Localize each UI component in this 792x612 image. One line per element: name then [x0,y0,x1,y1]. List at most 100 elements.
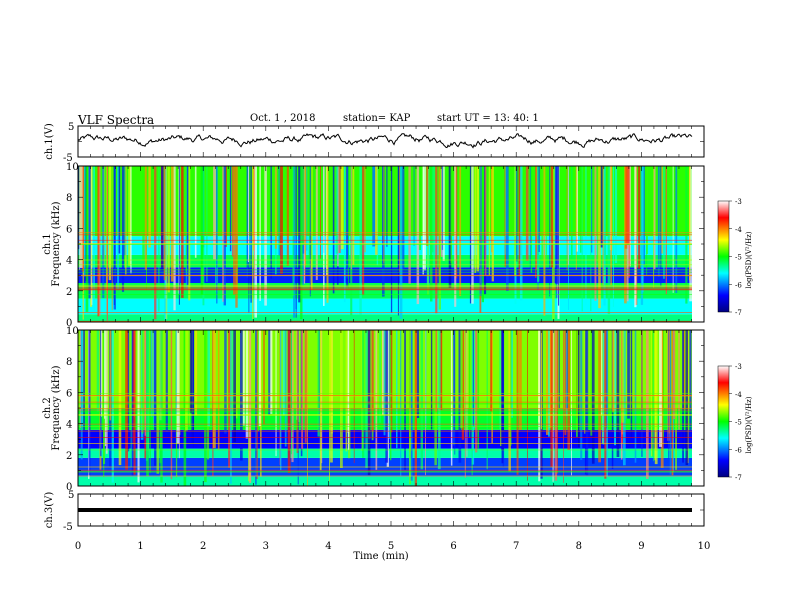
y-tick-label: 8 [66,193,72,204]
spectrogram-streak [626,166,629,245]
spectrogram-streak [149,330,151,473]
spectrogram-streak [332,166,335,294]
spectrogram-streak [453,330,456,446]
spectrogram-streak [576,166,578,252]
spectrogram-streak [567,330,570,450]
spectrogram-streak [346,166,348,279]
spectrogram-streak [144,330,146,436]
spectrogram-streak [441,166,444,250]
spectrogram-streak [301,330,304,449]
spectrogram-streak [585,166,587,305]
spectrogram-streak [233,330,236,443]
spectrogram-streak [499,330,501,429]
spectrogram-streak [435,166,438,314]
spectrogram-streak [233,166,236,295]
spectrogram-streak [298,166,301,303]
spectrogram-streak [130,330,132,468]
spectrogram-streak [108,166,112,281]
x-tick-label: 0 [75,541,81,552]
spectrogram-streak [506,166,509,291]
spectrogram-streak [130,166,132,274]
spectrogram-streak [188,166,191,301]
spectrogram-streak [634,330,637,463]
y-tick-label: 4 [66,256,72,267]
spectrogram-streak [672,166,674,293]
date-label: Oct. 1 , 2018 [250,113,316,124]
spectrogram-streak [304,330,307,443]
spectrogram-streak [348,166,349,289]
y-axis-label: Frequency (kHz) [51,365,62,450]
spectrogram-streak [183,330,187,486]
x-tick-label: 3 [263,541,269,552]
spectrogram-streak [296,330,298,420]
spectrogram-streak [423,166,426,271]
spectrogram-streak [460,330,463,429]
spectrogram-streak [646,330,649,479]
spectrogram-streak [450,330,453,466]
spectrogram-streak [486,330,488,470]
spectrogram-streak [397,166,399,273]
spectrogram-streak [79,166,83,268]
spectrogram-streak [537,166,540,282]
spectrogram-streak [535,166,537,278]
y-tick-label: 0 [66,318,72,329]
spectrogram-streak [202,166,205,306]
spectrogram-streak [448,166,452,288]
x-tick-label: 6 [450,541,456,552]
y-tick-label: 10 [66,162,79,173]
spectrogram-streak [280,330,282,471]
spectrogram-streak [111,166,114,266]
spectrogram-streak [481,166,484,303]
spectrogram-streak [624,166,628,249]
spectrogram-streak [154,330,157,466]
spectrogram-streak [124,166,126,256]
spectrogram-streak [477,330,480,449]
spectrogram-streak [315,166,318,280]
spectrogram-streak [596,166,599,263]
spectrogram-streak [125,166,127,275]
spectrogram-streak [246,166,249,278]
spectrogram-streak [90,166,93,307]
spectrogram-streak [282,330,285,416]
spectrogram-streak [459,166,462,296]
spectrogram-streak [413,166,415,246]
spectrogram-streak [409,330,411,485]
spectrogram-streak [604,330,607,479]
spectrogram-streak [260,330,262,477]
spectrogram-band [78,298,692,315]
spectrogram-streak [399,166,403,319]
spectrogram-streak [181,166,184,298]
spectrogram-streak [309,166,311,297]
colorbar-label: log(PSD)(V²/Hz) [745,396,753,453]
spectrogram-streak [141,330,144,434]
spectrogram-streak [689,166,691,281]
spectrogram-streak [386,166,388,247]
spectrogram-streak [146,330,149,477]
spectrogram-streak [491,166,493,253]
spectrogram-streak [364,166,366,253]
spectrogram-streak [400,330,402,476]
spectrogram-streak [194,330,198,416]
spectrogram-streak [678,330,680,430]
spectrogram-streak [319,330,322,471]
ch1-waveform-line [77,133,693,149]
spectrogram-streak [109,330,112,421]
spectrogram-streak [668,330,670,434]
spectrogram-streak [185,166,187,272]
spectrogram-streak [538,330,541,482]
spectrogram-streak [142,166,145,261]
spectrogram-streak [97,166,100,317]
spectrogram-streak [375,166,378,255]
spectrogram-streak [105,330,108,454]
colorbar-ch2 [717,365,730,478]
spectrogram-streak [383,330,386,436]
spectrogram-streak [576,330,578,437]
spectrogram-streak [519,330,522,430]
spectrogram-streak [401,166,405,269]
spectrogram-streak [488,166,491,276]
spectrogram-streak [491,166,494,282]
spectrogram-streak [213,166,216,260]
y-tick-label: 5 [68,490,74,501]
spectrogram-streak [548,330,550,437]
spectrogram-streak [348,330,351,459]
